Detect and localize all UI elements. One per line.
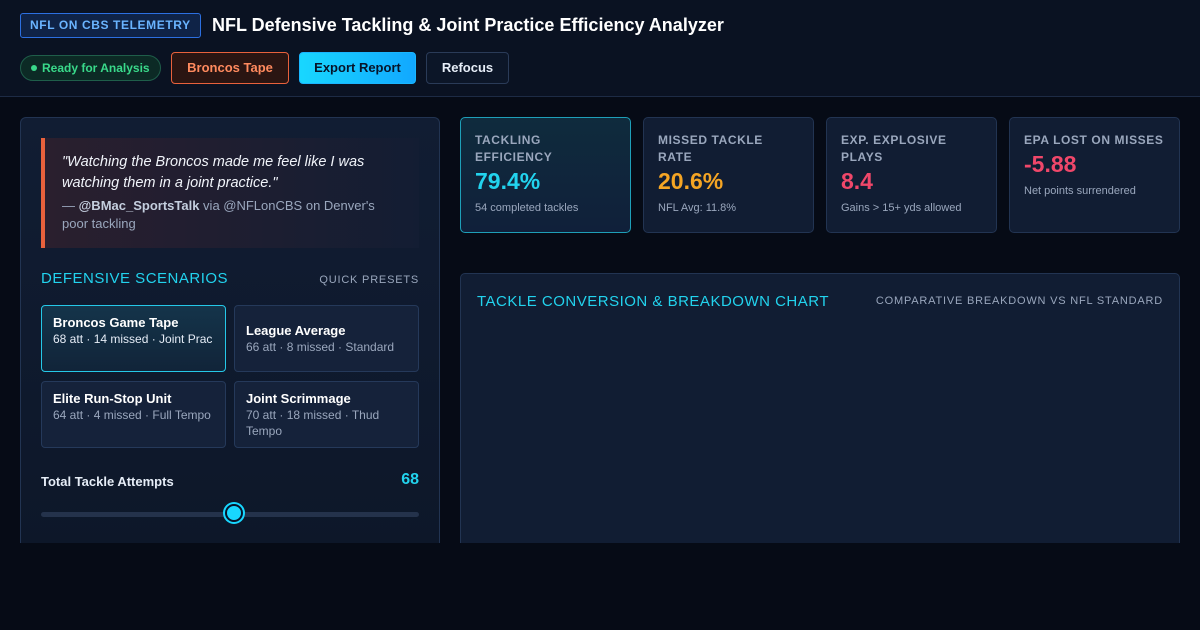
kpi-value: 79.4% xyxy=(475,168,541,194)
kpi-subtext: Net points surrendered xyxy=(1024,185,1136,197)
kpi-epa-lost: EPA LOST ON MISSES -5.88 Net points surr… xyxy=(1009,117,1180,233)
kpi-tackling-efficiency: TACKLING EFFICIENCY 79.4% 54 completed t… xyxy=(460,117,631,233)
kpi-value: 20.6% xyxy=(658,168,724,194)
kpi-value: -5.88 xyxy=(1024,151,1077,177)
page-title: NFL Defensive Tackling & Joint Practice … xyxy=(212,15,724,35)
kpi-subtext: 54 completed tackles xyxy=(475,202,579,214)
kpi-missed-tackle-rate: MISSED TACKLE RATE 20.6% NFL Avg: 11.8% xyxy=(643,117,814,233)
scenario-meta: 70 att · 18 missed · Thud Tempo xyxy=(246,408,380,438)
quote-dash: — xyxy=(62,198,79,213)
tackle-attempts-value: 68 xyxy=(401,471,419,488)
kpi-subtext: Gains > 15+ yds allowed xyxy=(841,202,962,214)
viewport-bottom xyxy=(0,543,1200,630)
kpi-subtext: NFL Avg: 11.8% xyxy=(658,202,737,214)
tackle-chart-panel: TACKLE CONVERSION & BREAKDOWN CHART COMP… xyxy=(460,273,1180,553)
quote-handle: @BMac_SportsTalk xyxy=(78,198,200,213)
scenario-broncos-game-tape[interactable]: Broncos Game Tape 68 att · 14 missed · J… xyxy=(41,305,226,372)
scenario-meta: 66 att · 8 missed · Standard xyxy=(246,340,395,354)
brand-badge: NFL ON CBS TELEMETRY xyxy=(20,13,201,38)
quote-callout: "Watching the Broncos made me feel like … xyxy=(41,138,419,248)
scenario-name: League Average xyxy=(246,323,346,338)
scenario-name: Broncos Game Tape xyxy=(53,315,179,330)
quote-source: via @NFLonCBS on Denver's poor tackling xyxy=(62,198,375,231)
status-dot-icon xyxy=(31,64,37,71)
quick-presets-label: QUICK PRESETS xyxy=(319,274,419,286)
kpi-label: TACKLING EFFICIENCY xyxy=(475,133,553,164)
scenario-name: Elite Run-Stop Unit xyxy=(53,391,172,406)
scenarios-title: DEFENSIVE SCENARIOS xyxy=(41,270,229,287)
kpi-explosive-plays: EXP. EXPLOSIVE PLAYS 8.4 Gains > 15+ yds… xyxy=(826,117,997,233)
scenario-elite-run-stop[interactable]: Elite Run-Stop Unit 64 att · 4 missed · … xyxy=(41,381,226,448)
status-text: Ready for Analysis xyxy=(42,61,150,75)
quote-attribution: — @BMac_SportsTalk via @NFLonCBS on Denv… xyxy=(62,197,403,233)
scenario-panel: "Watching the Broncos made me feel like … xyxy=(20,117,440,547)
scenario-meta: 68 att · 14 missed · Joint Prac xyxy=(53,332,213,346)
scenario-name: Joint Scrimmage xyxy=(246,391,351,406)
chart-subtitle: COMPARATIVE BREAKDOWN VS NFL STANDARD xyxy=(875,295,1163,307)
refocus-button[interactable]: Refocus xyxy=(426,52,509,84)
kpi-label: EPA LOST ON MISSES xyxy=(1024,133,1164,147)
kpi-value: 8.4 xyxy=(841,168,873,194)
export-report-button[interactable]: Export Report xyxy=(299,52,416,84)
chart-title: TACKLE CONVERSION & BREAKDOWN CHART xyxy=(477,293,829,310)
app-header: NFL ON CBS TELEMETRY NFL Defensive Tackl… xyxy=(0,0,1200,97)
status-badge: Ready for Analysis xyxy=(20,55,161,81)
kpi-label: MISSED TACKLE RATE xyxy=(658,133,763,164)
quote-text: "Watching the Broncos made me feel like … xyxy=(62,154,365,191)
scenario-joint-scrimmage[interactable]: Joint Scrimmage 70 att · 18 missed · Thu… xyxy=(234,381,419,448)
tackle-attempts-slider-thumb[interactable] xyxy=(224,504,243,522)
kpi-label: EXP. EXPLOSIVE PLAYS xyxy=(841,133,947,164)
tackle-attempts-label: Total Tackle Attempts xyxy=(41,474,174,489)
scenario-meta: 64 att · 4 missed · Full Tempo xyxy=(53,408,211,422)
scenario-league-average[interactable]: League Average 66 att · 8 missed · Stand… xyxy=(234,305,419,372)
broncos-tape-button[interactable]: Broncos Tape xyxy=(171,52,289,84)
